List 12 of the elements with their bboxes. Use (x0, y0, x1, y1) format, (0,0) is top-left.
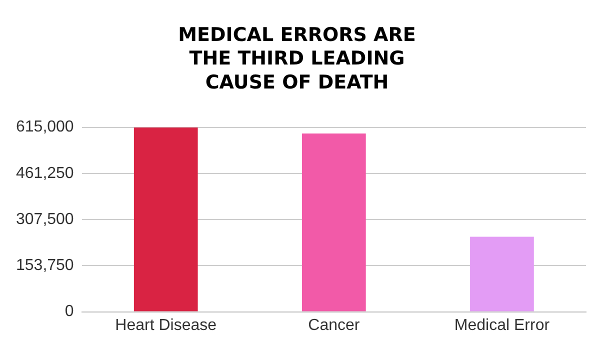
x-tick-label: Heart Disease (115, 316, 217, 334)
chart-title: MEDICAL ERRORS ARE THE THIRD LEADING CAUSE OF DEATH (178, 24, 416, 94)
bar (134, 128, 198, 312)
y-tick-label: 615,000 (16, 118, 74, 136)
bar (302, 134, 366, 312)
bar (470, 236, 534, 312)
y-tick-label: 461,250 (16, 164, 74, 182)
y-tick-label: 153,750 (16, 257, 74, 274)
y-tick-label: 307,500 (16, 210, 74, 228)
x-tick-label: Cancer (308, 316, 360, 334)
y-tick-label: 0 (64, 303, 74, 320)
x-tick-label: Medical Error (454, 316, 550, 334)
